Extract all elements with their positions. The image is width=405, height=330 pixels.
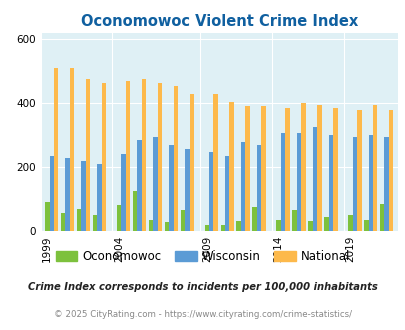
Bar	[280, 133, 285, 231]
Bar	[347, 215, 352, 231]
Bar	[102, 82, 106, 231]
Bar	[236, 221, 240, 231]
Bar	[54, 68, 58, 231]
Bar	[65, 157, 70, 231]
Bar	[245, 107, 249, 231]
Bar	[61, 214, 65, 231]
Legend: Oconomowoc, Wisconsin, National: Oconomowoc, Wisconsin, National	[51, 245, 354, 268]
Bar	[157, 82, 162, 231]
Bar	[213, 94, 217, 231]
Bar	[204, 225, 209, 231]
Bar	[363, 220, 368, 231]
Bar	[70, 68, 74, 231]
Bar	[81, 161, 86, 231]
Bar	[316, 105, 321, 231]
Bar	[312, 127, 316, 231]
Text: © 2025 CityRating.com - https://www.cityrating.com/crime-statistics/: © 2025 CityRating.com - https://www.city…	[54, 310, 351, 319]
Bar	[356, 110, 360, 231]
Bar	[180, 210, 185, 231]
Bar	[185, 148, 189, 231]
Bar	[137, 140, 141, 231]
Title: Oconomowoc Violent Crime Index: Oconomowoc Violent Crime Index	[81, 14, 357, 29]
Bar	[372, 105, 377, 231]
Bar	[49, 156, 54, 231]
Bar	[224, 156, 229, 231]
Bar	[121, 154, 126, 231]
Bar	[97, 164, 102, 231]
Bar	[220, 225, 224, 231]
Bar	[86, 79, 90, 231]
Bar	[333, 108, 337, 231]
Bar	[292, 210, 296, 231]
Bar	[256, 145, 261, 231]
Bar	[132, 191, 137, 231]
Bar	[324, 216, 328, 231]
Bar	[169, 145, 173, 231]
Bar	[164, 222, 169, 231]
Bar	[153, 137, 157, 231]
Bar	[276, 220, 280, 231]
Bar	[388, 110, 392, 231]
Bar	[117, 206, 121, 231]
Bar	[384, 137, 388, 231]
Bar	[173, 86, 178, 231]
Text: Crime Index corresponds to incidents per 100,000 inhabitants: Crime Index corresponds to incidents per…	[28, 282, 377, 292]
Bar	[77, 209, 81, 231]
Bar	[229, 102, 233, 231]
Bar	[296, 133, 301, 231]
Bar	[189, 94, 194, 231]
Bar	[126, 81, 130, 231]
Bar	[141, 79, 146, 231]
Bar	[328, 135, 333, 231]
Bar	[93, 215, 97, 231]
Bar	[261, 107, 265, 231]
Bar	[252, 207, 256, 231]
Bar	[240, 142, 245, 231]
Bar	[45, 202, 49, 231]
Bar	[301, 103, 305, 231]
Bar	[307, 221, 312, 231]
Bar	[285, 108, 289, 231]
Bar	[148, 220, 153, 231]
Bar	[368, 135, 372, 231]
Bar	[379, 204, 384, 231]
Bar	[352, 137, 356, 231]
Bar	[209, 152, 213, 231]
